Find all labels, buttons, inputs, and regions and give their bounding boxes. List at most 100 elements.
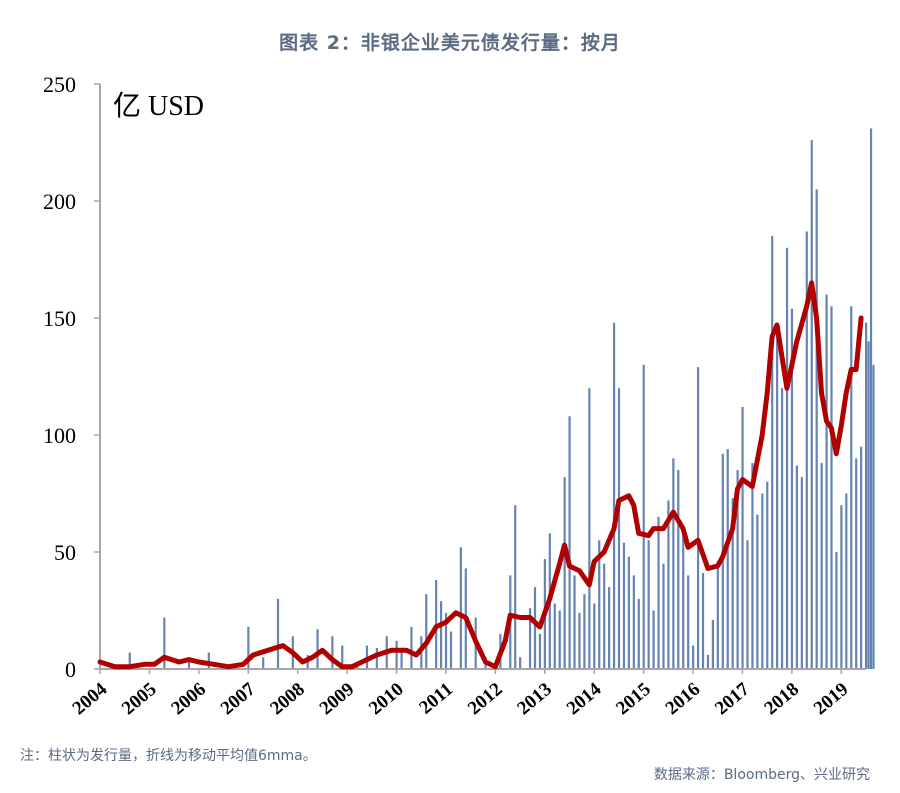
bar: [805, 231, 808, 670]
bar: [128, 652, 131, 669]
x-tick-label: 2009: [316, 679, 359, 720]
bar-series: [128, 128, 875, 670]
bar: [598, 540, 601, 669]
chart-axes: [94, 83, 866, 674]
x-tick-labels: 2004 2005 2006 2007 2008 2009 2010 2011 2012 2013…: [69, 678, 853, 719]
y-axis-unit-label: 亿 USD: [113, 91, 205, 122]
bar: [262, 657, 265, 669]
bar: [652, 610, 655, 669]
bar: [627, 556, 630, 669]
bar: [682, 528, 685, 669]
x-tick-label: 2008: [266, 679, 309, 720]
bar: [869, 128, 873, 669]
x-tick-label: 2004: [69, 678, 112, 719]
bar: [825, 294, 828, 669]
bar: [583, 594, 586, 669]
bar: [207, 652, 210, 669]
bar: [776, 329, 779, 669]
bar: [855, 458, 858, 669]
bar: [780, 388, 784, 669]
bar: [820, 463, 823, 669]
y-tick-label: 0: [65, 657, 76, 682]
bar: [657, 516, 660, 669]
bar: [687, 575, 690, 669]
data-source: 数据来源：Bloomberg、兴业研究: [653, 767, 870, 783]
bar: [662, 563, 665, 669]
bar: [741, 406, 744, 669]
bar: [410, 626, 413, 669]
bar: [815, 189, 818, 670]
bar: [617, 388, 621, 669]
bar: [603, 563, 606, 669]
x-tick-label: 2006: [167, 679, 210, 720]
bar: [642, 364, 645, 669]
bar: [751, 463, 754, 669]
bar: [568, 416, 571, 669]
bar: [395, 640, 398, 669]
bar: [558, 610, 561, 669]
x-tick-label: 2015: [612, 679, 655, 720]
bar: [865, 322, 868, 669]
y-tick-label: 50: [54, 540, 76, 565]
bar: [716, 561, 719, 669]
bar: [533, 587, 537, 669]
x-tick-label: 2007: [217, 678, 260, 719]
x-tick-label: 2011: [415, 679, 457, 719]
bar: [449, 631, 453, 669]
y-tick-label: 100: [43, 423, 76, 448]
bar: [341, 645, 344, 669]
bar: [588, 388, 591, 669]
bar: [519, 657, 522, 669]
bar: [761, 493, 764, 669]
bar: [553, 603, 556, 669]
bar: [860, 446, 863, 669]
bar: [677, 470, 680, 669]
bar: [840, 505, 843, 669]
bar: [276, 598, 280, 669]
moving-average-line: [97, 280, 864, 670]
bar: [731, 498, 734, 669]
x-tick-label: 2013: [513, 679, 556, 720]
bar: [187, 661, 191, 669]
bar: [867, 341, 870, 669]
bar: [790, 308, 794, 669]
chart-note: 注：柱状为发行量，折线为移动平均值6mma。: [20, 748, 317, 764]
x-tick-label: 2018: [760, 679, 803, 720]
bar: [692, 645, 695, 669]
x-tick-label: 2012: [464, 679, 507, 720]
bar: [622, 542, 626, 669]
y-tick-labels: 0 50 100 150 200 250: [43, 72, 76, 682]
bar: [872, 364, 875, 669]
bar: [538, 633, 542, 669]
bar: [736, 470, 739, 669]
bar: [701, 573, 705, 669]
bar: [425, 594, 428, 669]
bar: [163, 617, 166, 669]
bar: [696, 367, 700, 669]
x-tick-label: 2010: [365, 679, 408, 720]
bar: [711, 619, 714, 669]
bar: [608, 587, 611, 669]
bar: [439, 601, 443, 669]
bar: [835, 552, 838, 669]
bar: [459, 547, 462, 669]
bar: [375, 647, 378, 669]
bar: [593, 603, 596, 669]
x-tick-label: 2017: [711, 678, 754, 719]
bar: [612, 322, 616, 669]
bar: [800, 477, 803, 669]
x-tick-label: 2019: [810, 679, 853, 720]
x-tick-label: 2016: [662, 679, 705, 720]
bar: [528, 608, 532, 669]
bar: [647, 540, 650, 669]
x-tick-label: 2014: [563, 678, 606, 719]
bar: [706, 654, 710, 669]
bar: [756, 514, 759, 669]
bar: [578, 612, 581, 669]
bar: [400, 647, 403, 669]
bar: [766, 481, 769, 669]
y-tick-label: 150: [43, 306, 76, 331]
bar: [563, 477, 566, 669]
bar: [845, 493, 848, 669]
bar: [355, 666, 359, 669]
